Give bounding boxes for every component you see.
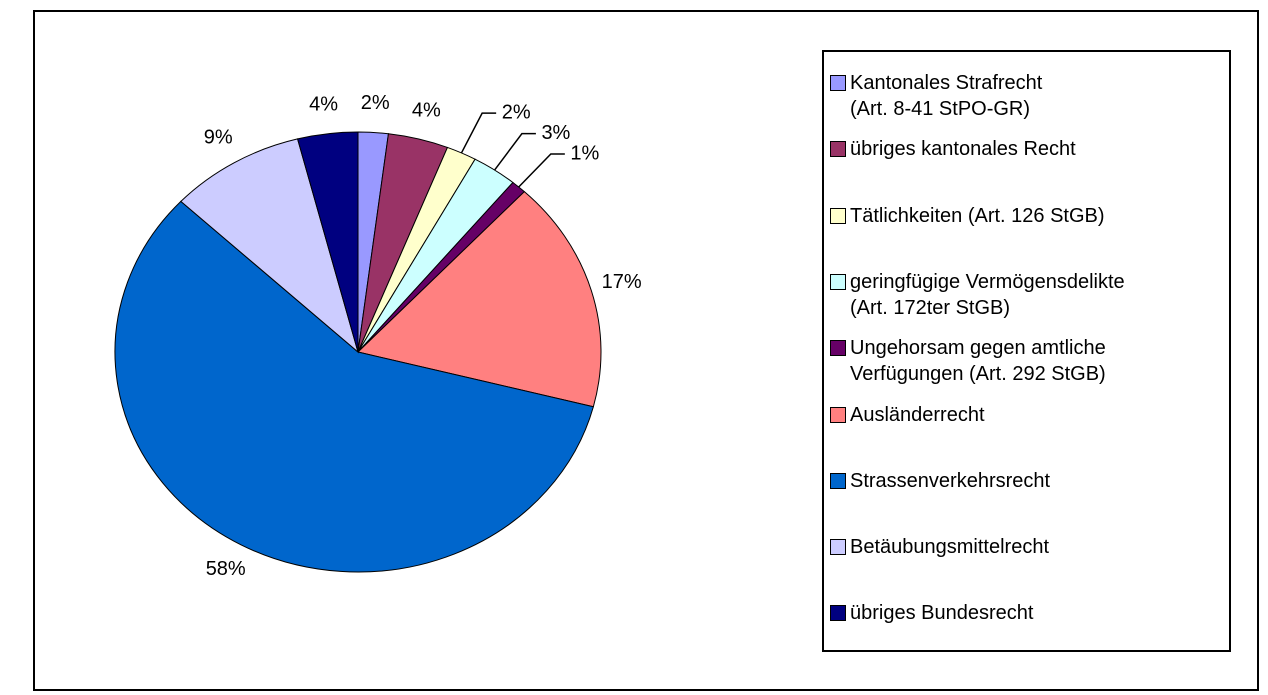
legend-entry: geringfügige Vermögensdelikte (Art. 172t… <box>830 269 1125 321</box>
legend: Kantonales Strafrecht (Art. 8-41 StPO-GR… <box>822 50 1231 652</box>
legend-label: Ungehorsam gegen amtliche Verfügungen (A… <box>850 337 1106 386</box>
pie-slice <box>356 190 602 408</box>
legend-entry: Kantonales Strafrecht (Art. 8-41 StPO-GR… <box>830 70 1042 122</box>
legend-entry: Ausländerrecht <box>830 402 985 428</box>
data-label: 3% <box>541 122 570 144</box>
legend-swatch <box>830 340 846 357</box>
data-label: 4% <box>309 94 338 116</box>
legend-entry: Betäubungsmittelrecht <box>830 534 1049 560</box>
leader-line <box>518 153 565 188</box>
pie-slice <box>296 131 359 353</box>
pie-slice <box>114 200 594 573</box>
legend-swatch <box>830 472 846 489</box>
legend-swatch <box>830 207 846 224</box>
chart-frame <box>33 10 1259 691</box>
pie-slice <box>180 138 359 354</box>
legend-label: Tätlichkeiten (Art. 126 StGB) <box>850 204 1105 227</box>
legend-entry: übriges Bundesrecht <box>830 600 1033 626</box>
data-label: 2% <box>361 92 390 114</box>
data-label: 2% <box>502 101 531 123</box>
data-label: 58% <box>206 558 246 580</box>
leader-line <box>493 132 536 171</box>
legend-entry: übriges kantonales Recht <box>830 136 1076 162</box>
data-label: 9% <box>204 126 233 148</box>
legend-label: Strassenverkehrsrecht <box>850 469 1051 492</box>
legend-label: übriges kantonales Recht <box>850 138 1076 161</box>
legend-swatch <box>830 75 846 91</box>
legend-label: geringfügige Vermögensdelikte (Art. 172t… <box>850 270 1125 319</box>
legend-swatch <box>830 406 846 423</box>
legend-label: Kantonales Strafrecht (Art. 8-41 StPO-GR… <box>850 72 1043 120</box>
legend-label: Ausländerrecht <box>850 403 985 426</box>
data-label: 1% <box>570 142 599 164</box>
legend-entry: Tätlichkeiten (Art. 126 StGB) <box>830 203 1105 229</box>
leader-line <box>460 112 497 154</box>
legend-entry: Strassenverkehrsrecht <box>830 468 1050 494</box>
data-label: 17% <box>602 271 642 293</box>
legend-label: Betäubungsmittelrecht <box>850 536 1050 559</box>
data-label: 4% <box>412 99 441 121</box>
legend-swatch <box>830 141 846 158</box>
legend-swatch <box>830 605 846 622</box>
legend-swatch <box>830 273 846 290</box>
legend-swatch <box>830 539 846 556</box>
legend-entry: Ungehorsam gegen amtliche Verfügungen (A… <box>830 335 1106 387</box>
legend-label: übriges Bundesrecht <box>850 602 1034 625</box>
